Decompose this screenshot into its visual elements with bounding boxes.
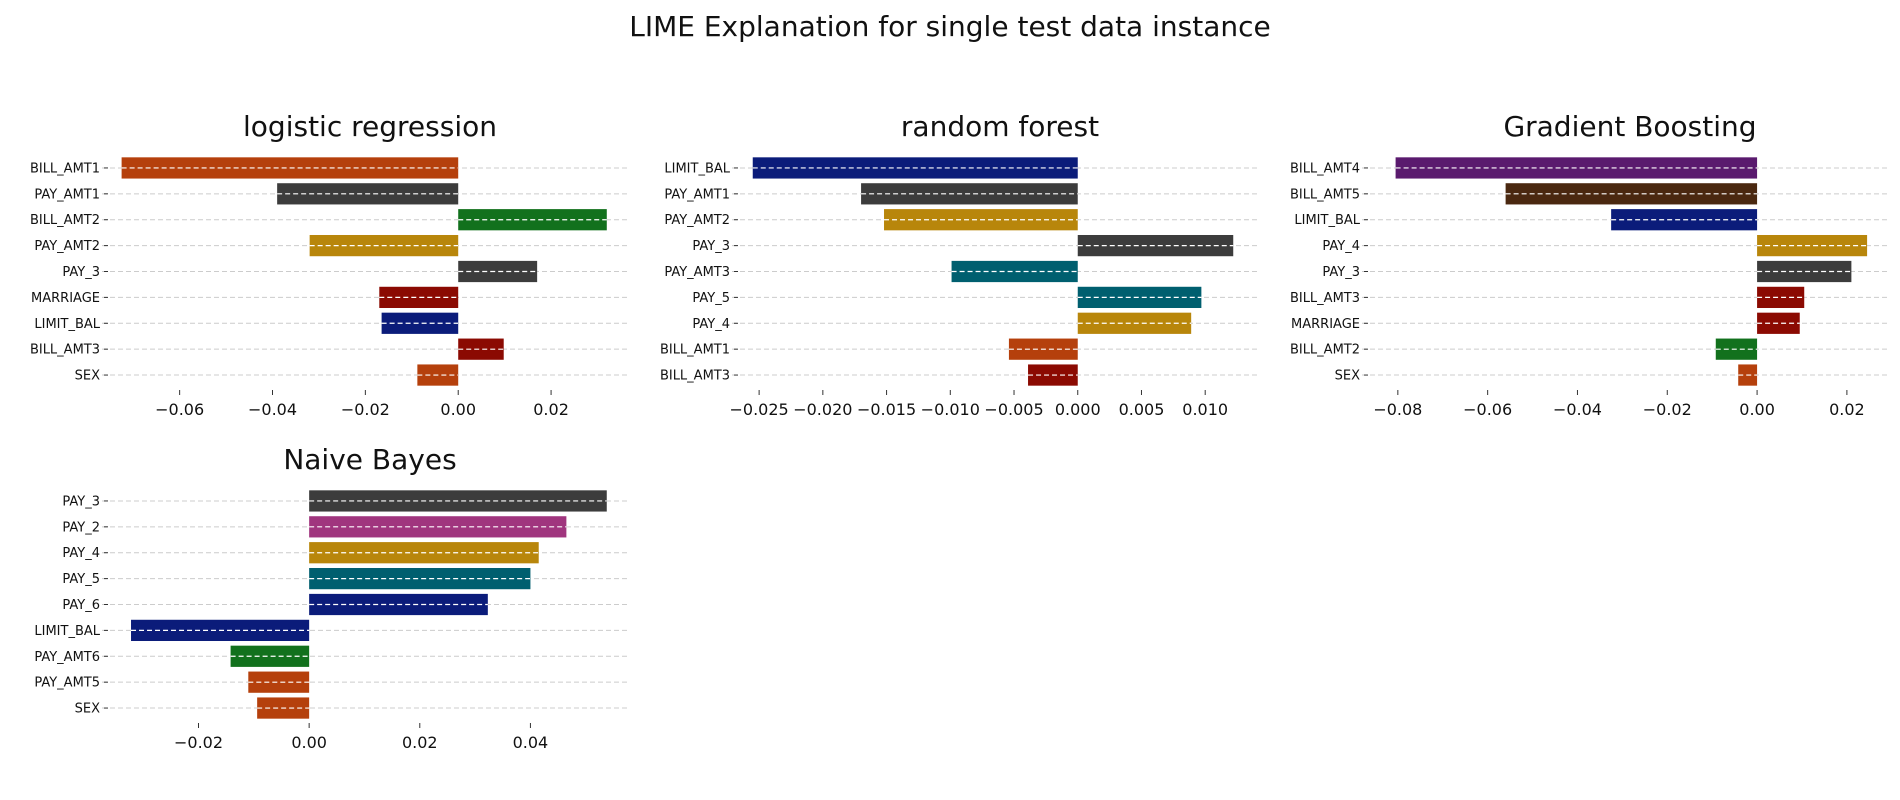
y-tick-label: PAY_3 [1322,265,1360,280]
x-tick-label: 0.000 [1055,400,1101,419]
panel-title: logistic regression [243,110,497,143]
y-tick-label: BILL_AMT3 [660,369,730,384]
bar [1757,312,1800,334]
y-tick-label: PAY_AMT1 [34,187,100,202]
bar [458,260,538,283]
y-tick-label: BILL_AMT3 [1290,291,1360,306]
bar [458,338,504,360]
x-tick-label: −0.06 [155,400,204,419]
bar [1505,183,1758,205]
y-tick-label: BILL_AMT4 [1290,161,1360,176]
x-tick-label: −0.02 [341,400,390,419]
x-tick-label: 0.02 [533,400,569,419]
panel-title: random forest [901,110,1099,143]
y-tick-label: BILL_AMT3 [30,343,100,358]
panel-title: Naive Bayes [283,443,456,476]
figure-title: LIME Explanation for single test data in… [629,10,1271,43]
y-tick-label: PAY_AMT1 [664,187,730,202]
bar [379,286,459,309]
x-tick-label: 0.02 [1829,400,1865,419]
y-tick-label: SEX [75,702,100,717]
y-tick-label: MARRIAGE [1291,317,1360,332]
x-tick-label: −0.025 [730,400,789,419]
y-tick-label: BILL_AMT5 [1290,187,1360,202]
y-tick-label: SEX [1335,369,1360,384]
y-tick-label: MARRIAGE [31,291,100,306]
y-tick-label: PAY_4 [692,317,730,332]
y-tick-label: PAY_3 [62,265,100,280]
x-tick-label: 0.04 [513,733,549,752]
bar [230,645,310,667]
y-tick-label: LIMIT_BAL [34,317,100,332]
bar [248,671,310,693]
x-tick-label: −0.08 [1373,400,1422,419]
bar [381,312,459,334]
y-tick-label: PAY_4 [1322,239,1360,254]
x-tick-label: 0.005 [1119,400,1165,419]
y-tick-label: PAY_5 [692,291,730,306]
bar [309,567,531,590]
panel-title: Gradient Boosting [1503,110,1756,143]
y-tick-label: SEX [75,369,100,384]
y-tick-label: BILL_AMT1 [30,161,100,176]
x-tick-label: 0.00 [1739,400,1775,419]
y-tick-label: LIMIT_BAL [664,161,730,176]
y-tick-label: PAY_3 [62,494,100,509]
y-tick-label: PAY_AMT5 [34,676,100,691]
y-tick-label: BILL_AMT2 [30,213,100,228]
x-tick-label: −0.02 [174,733,223,752]
y-tick-label: LIMIT_BAL [1294,213,1360,228]
x-tick-label: −0.015 [857,400,916,419]
x-tick-label: 0.00 [291,733,327,752]
x-tick-label: −0.020 [793,400,852,419]
bar [1757,286,1805,309]
y-tick-label: PAY_AMT2 [34,239,100,254]
y-tick-label: PAY_2 [62,520,100,535]
y-tick-label: PAY_4 [62,546,100,561]
x-tick-label: −0.06 [1463,400,1512,419]
bar [951,260,1078,283]
x-tick-label: 0.00 [440,400,476,419]
x-tick-label: −0.04 [1553,400,1602,419]
y-tick-label: PAY_5 [62,572,100,587]
bar [1757,234,1868,257]
bar [1757,260,1852,283]
y-tick-label: PAY_AMT2 [664,213,730,228]
bar [1077,286,1202,309]
x-tick-label: 0.02 [402,733,438,752]
x-tick-label: −0.010 [921,400,980,419]
y-tick-label: PAY_3 [692,239,730,254]
x-tick-label: −0.04 [248,400,297,419]
y-tick-label: PAY_AMT3 [664,265,730,280]
y-tick-label: PAY_AMT6 [34,650,100,665]
y-tick-label: PAY_6 [62,598,100,613]
y-tick-label: BILL_AMT1 [660,343,730,358]
y-tick-label: LIMIT_BAL [34,624,100,639]
x-tick-label: 0.010 [1182,400,1228,419]
x-tick-label: −0.005 [984,400,1043,419]
bar [1077,234,1234,257]
x-tick-label: −0.02 [1643,400,1692,419]
y-tick-label: BILL_AMT2 [1290,343,1360,358]
